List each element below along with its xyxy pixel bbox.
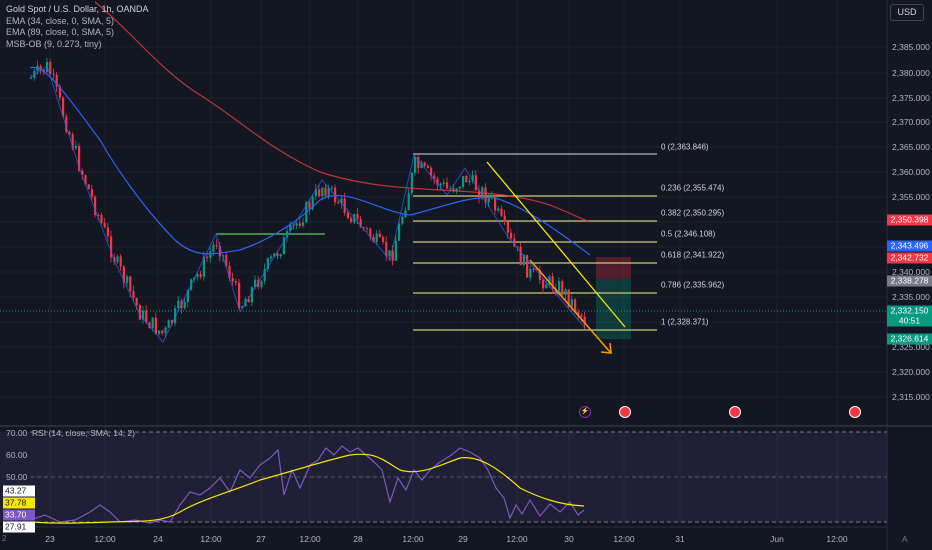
zigzag-line [29,65,586,343]
time-label: 12:00 [402,534,424,544]
rsi-legend[interactable]: RSI (14, close, SMA, 14, 2) [32,428,135,438]
rsi-value-badge: 43.27 [3,485,35,497]
time-label: 31 [675,534,685,544]
price-label: 2,335.000 [892,292,930,302]
stop-price-badge: 2,342.732 [887,252,932,264]
indicator-msb-ob[interactable]: MSB-OB (9, 0.273, tiny) [6,38,102,49]
price-label: 2,375.000 [892,93,930,103]
rsi-ma-line [29,453,585,524]
rsi-value-badge: 33.70 [3,509,35,521]
bar-countdown-badge: 40:51 [887,315,932,327]
entry-price-badge: 2,338.278 [887,275,932,287]
fib-level-label: 0.382 (2,350.295) [661,208,725,218]
ema-89-price-badge: 2,350.398 [887,214,932,226]
price-label: 2,370.000 [892,117,930,127]
indicator-ema-34[interactable]: EMA (34, close, 0, SMA, 5) [6,15,115,26]
forecast-arrow[interactable] [529,259,611,353]
currency-button[interactable]: USD [890,4,924,21]
time-label: 28 [353,534,363,544]
indicator-ema-89[interactable]: EMA (89, close, 0, SMA, 5) [6,27,115,37]
price-label: 2,360.000 [892,167,930,177]
fib-level-label: 0 (2,363.846) [661,142,709,152]
us-flag-event-icon[interactable] [619,406,631,418]
time-label: 12:00 [826,534,848,544]
take-profit-zone[interactable] [596,279,631,339]
price-label: 2,340.000 [892,267,930,277]
rsi-ma-value-badge: 37.78 [3,497,35,509]
ema-34-price-badge: 2,343.496 [887,240,932,252]
time-label: 27 [256,534,266,544]
rsi-axis-label: 60.00 [6,450,28,460]
last-price-badge: 2,332.150 [887,305,932,317]
rsi-line [29,445,585,524]
time-label: 12:00 [200,534,222,544]
fib-level-label: 0.5 (2,346.108) [661,229,716,239]
time-label: 12:00 [299,534,321,544]
ema-89-line [94,1,591,223]
target-price-badge: 2,326.614 [887,333,932,345]
chart-legend: Gold Spot / U.S. Dollar, 1h, OANDA EMA (… [6,4,149,50]
time-label: 30 [564,534,574,544]
time-label: 29 [458,534,468,544]
timezone-icon[interactable]: 2 [2,534,7,543]
rsi-axis-label: 70.00 [6,428,28,438]
fib-retracement[interactable] [413,153,657,331]
yellow-trend-line[interactable] [486,161,626,328]
symbol-title[interactable]: Gold Spot / U.S. Dollar, 1h, OANDA [6,4,149,14]
time-label: 12:00 [506,534,528,544]
fib-level-label: 1 (2,328.371) [661,317,709,327]
us-flag-event-icon[interactable] [849,406,861,418]
price-label: 2,325.000 [892,342,930,352]
fib-level-label: 0.618 (2,341.922) [661,250,725,260]
ema-34-line [29,66,591,256]
price-label: 2,385.000 [892,42,930,52]
fib-level-label: 0.786 (2,335.962) [661,280,725,290]
price-label: 2,365.000 [892,142,930,152]
auto-scale-button[interactable]: A [902,534,908,544]
time-label: 12:00 [613,534,635,544]
price-label: 2,320.000 [892,367,930,377]
candlestick-series [30,57,586,338]
price-label: 2,380.000 [892,68,930,78]
time-label: Jun [770,534,784,544]
time-label: 12:00 [94,534,116,544]
price-label: 2,315.000 [892,392,930,402]
time-label: 24 [153,534,163,544]
fib-level-label: 0.236 (2,355.474) [661,183,725,193]
price-label: 2,355.000 [892,192,930,202]
dividend-event-icon[interactable]: ⚡ [579,406,591,418]
us-flag-event-icon[interactable] [729,406,741,418]
stop-loss-zone[interactable] [596,257,631,279]
rsi-value-badge: 27.91 [3,521,35,533]
time-label: 23 [45,534,55,544]
rsi-axis-label: 50.00 [6,472,28,482]
